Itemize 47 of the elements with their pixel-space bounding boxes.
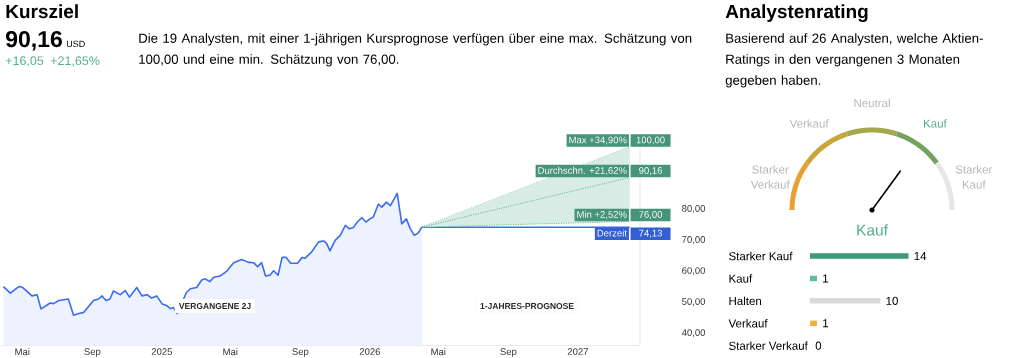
data-label: 1 [823, 319, 829, 328]
text: +16,05 [5, 56, 44, 67]
y-tick-label: Halten [729, 296, 762, 306]
series-label: Min +2,52% [577, 210, 627, 219]
text: 90,16 [6, 30, 62, 51]
data-label: 1 [823, 274, 829, 283]
annotation: VERGANGENE 2J [178, 302, 251, 309]
y-tick-label: Kauf [729, 274, 753, 283]
text: +21,65% [50, 56, 100, 67]
x-tick-label: Mai [431, 348, 446, 356]
y-tick-label: Starker Kauf [729, 251, 793, 261]
text: Kursziel [6, 4, 78, 19]
data-label: 100,00 [636, 136, 665, 145]
x-tick-label: 2026 [359, 348, 381, 355]
data-label: 76,00 [639, 211, 663, 219]
annotation: 1-JAHRES-PROGNOSE [480, 302, 574, 309]
y-tick-label: Verkauf [728, 319, 768, 328]
x-tick-label: 2025 [151, 348, 173, 355]
chart-title: Analystenrating [725, 4, 868, 23]
x-tick-label: Mai [223, 348, 238, 356]
text: USD [66, 40, 85, 48]
slice-label: Kauf [924, 119, 947, 128]
x-tick-label: Mai [15, 348, 30, 356]
text: Kauf [857, 224, 888, 236]
x-tick-label: Sep [84, 348, 101, 357]
slice-label: Neutral [854, 98, 890, 108]
series-label: Derzeit [597, 229, 627, 237]
text: Die 19 Analysten, mit einer 1-jährigen Kursprognose verfügen über eine max. Schätzung von 100,00 und eine min. Schätzung von 76,00. [139, 33, 692, 67]
y-tick-label: 80,00 [682, 205, 706, 213]
series-label: Max +34,90% [569, 136, 627, 145]
x-tick-label: Sep [292, 348, 309, 357]
y-tick-label: Starker Verkauf [729, 341, 808, 350]
y-tick-label: 60,00 [682, 267, 706, 275]
y-tick-label: 40,00 [681, 329, 706, 338]
data-label: 0 [815, 341, 822, 350]
data-label: 74,13 [639, 229, 663, 238]
data-label: 90,16 [639, 167, 663, 175]
series-label: Durchschn. +21,62% [538, 166, 627, 175]
slice-label: Starker Kauf [955, 165, 993, 189]
y-tick-label: 70,00 [682, 236, 706, 244]
x-tick-label: Sep [500, 348, 517, 357]
x-tick-label: 2027 [567, 348, 588, 355]
y-tick-label: 50,00 [682, 298, 706, 307]
data-label: 14 [914, 252, 927, 261]
chart-subtitle: Basierend auf 26 Analysten, welche Aktien-Ratings in den vergangenen 3 Monaten gegeben haben. [725, 33, 983, 88]
data-label: 10 [886, 296, 898, 305]
slice-label: Verkauf [789, 119, 829, 128]
